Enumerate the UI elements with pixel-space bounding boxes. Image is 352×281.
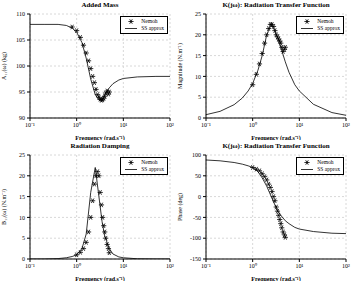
svg-text:10⁰: 10⁰ xyxy=(249,262,257,269)
svg-text:25: 25 xyxy=(195,11,201,17)
svg-text:Frequency (rad.s⁻¹): Frequency (rad.s⁻¹) xyxy=(251,135,300,140)
html-text:Nemoh: Nemoh xyxy=(141,18,158,24)
svg-text:10: 10 xyxy=(19,214,25,220)
svg-text:20: 20 xyxy=(195,32,201,38)
html-text:SS approx: SS approx xyxy=(317,165,340,172)
html-text:Radiation Damping: Radiation Damping xyxy=(70,141,130,150)
svg-text:20: 20 xyxy=(19,172,25,178)
svg-text:5: 5 xyxy=(22,235,25,241)
svg-text:B₁₁(ω) (N.m⁻¹): B₁₁(ω) (N.m⁻¹) xyxy=(8,189,9,225)
svg-text:0: 0 xyxy=(198,115,201,121)
svg-text:10⁻¹: 10⁻¹ xyxy=(25,263,35,269)
svg-text:-100: -100 xyxy=(190,235,201,241)
svg-text:10¹: 10¹ xyxy=(119,263,127,269)
svg-text:10¹: 10¹ xyxy=(119,122,127,128)
svg-text:10²: 10² xyxy=(342,122,344,128)
svg-text:10²: 10² xyxy=(342,263,344,269)
svg-text:Frequency (rad.s⁻¹): Frequency (rad.s⁻¹) xyxy=(75,276,124,281)
html-text:SS approx: SS approx xyxy=(141,165,164,172)
html-text:SS approx: SS approx xyxy=(141,25,164,31)
svg-text:15: 15 xyxy=(195,53,201,59)
svg-text:10⁰: 10⁰ xyxy=(249,121,257,128)
svg-text:95: 95 xyxy=(19,89,25,95)
svg-text:10⁻¹: 10⁻¹ xyxy=(201,122,211,128)
html-text:Nemoh: Nemoh xyxy=(141,158,158,165)
svg-text:0: 0 xyxy=(198,193,201,199)
svg-text:10²: 10² xyxy=(166,263,174,269)
svg-text:Frequency (rad.s⁻¹): Frequency (rad.s⁻¹) xyxy=(251,276,300,281)
svg-text:10⁻¹: 10⁻¹ xyxy=(25,122,35,128)
svg-text:50: 50 xyxy=(195,172,201,178)
svg-text:Frequency (rad.s⁻¹): Frequency (rad.s⁻¹) xyxy=(75,135,124,140)
svg-text:0: 0 xyxy=(22,256,25,262)
svg-text:25: 25 xyxy=(19,152,25,158)
svg-text:10⁰: 10⁰ xyxy=(73,262,81,269)
html-text:Added Mass: Added Mass xyxy=(81,1,119,9)
html-text:Nemoh: Nemoh xyxy=(317,158,334,165)
svg-text:Phase (deg): Phase (deg) xyxy=(177,192,184,220)
svg-text:10: 10 xyxy=(195,74,201,80)
html-text:K(jω): Radiation Transfer Func: K(jω): Radiation Transfer Function xyxy=(222,1,330,9)
svg-text:A₁₁(ω) (kg): A₁₁(ω) (kg) xyxy=(8,52,9,80)
svg-text:100: 100 xyxy=(192,152,201,158)
html-text:SS approx: SS approx xyxy=(317,25,340,31)
svg-text:110: 110 xyxy=(16,11,25,17)
svg-text:15: 15 xyxy=(19,193,25,199)
svg-text:10¹: 10¹ xyxy=(295,122,303,128)
svg-text:Magnitude (N.m⁻¹): Magnitude (N.m⁻¹) xyxy=(177,43,184,89)
html-text:K(jω): Radiation Transfer Func: K(jω): Radiation Transfer Function xyxy=(222,141,330,150)
svg-text:105: 105 xyxy=(16,37,25,43)
svg-text:-150: -150 xyxy=(190,256,201,262)
svg-text:10¹: 10¹ xyxy=(295,263,303,269)
svg-text:10⁻¹: 10⁻¹ xyxy=(201,263,211,269)
svg-text:-50: -50 xyxy=(193,214,201,220)
svg-text:5: 5 xyxy=(198,94,201,100)
html-text:Nemoh: Nemoh xyxy=(317,18,334,24)
svg-text:10⁰: 10⁰ xyxy=(73,121,81,128)
svg-text:100: 100 xyxy=(16,63,25,69)
svg-text:90: 90 xyxy=(19,115,25,121)
svg-text:10²: 10² xyxy=(166,122,174,128)
